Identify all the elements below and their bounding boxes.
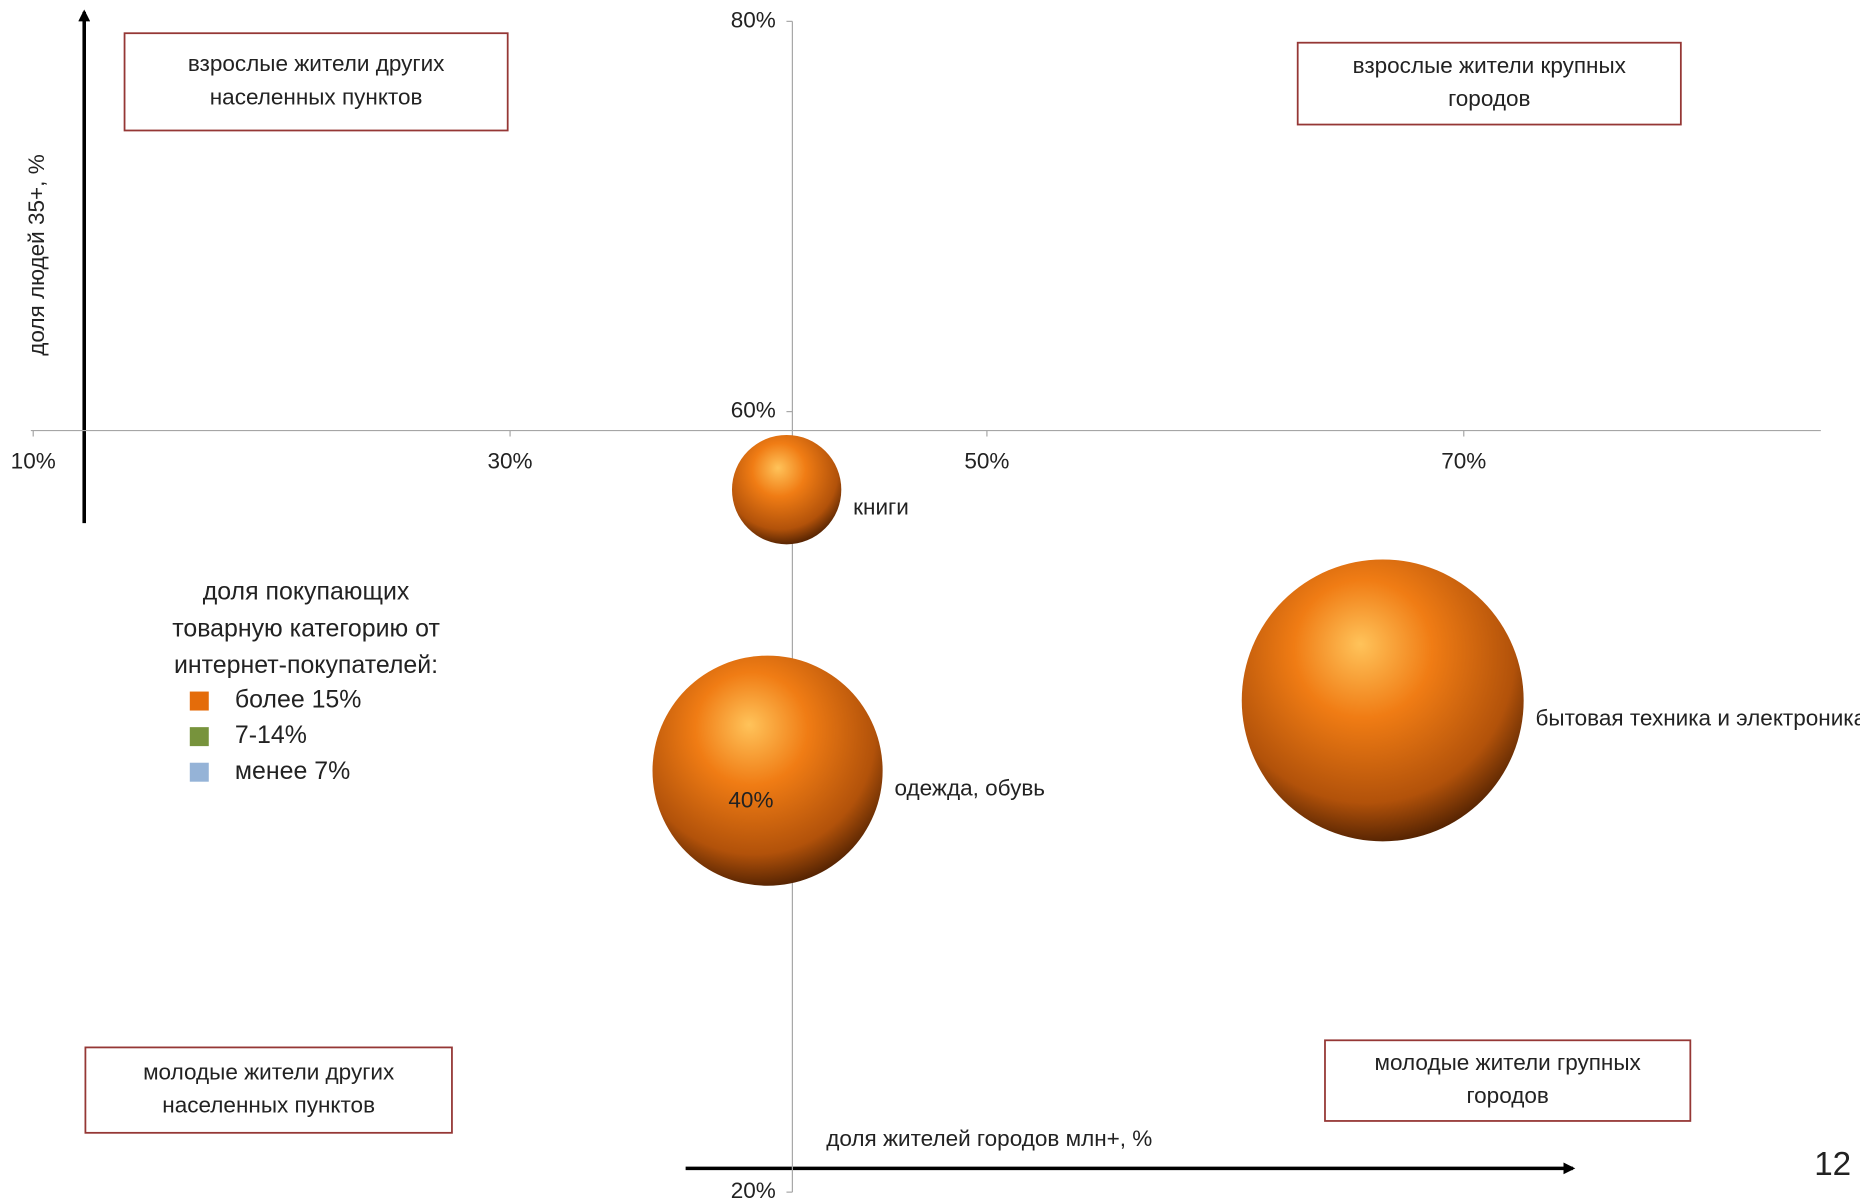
quadrant-label: городов: [1466, 1083, 1548, 1108]
legend-swatch: [189, 691, 209, 711]
bubble: [1241, 559, 1524, 842]
quadrant-label: населенных пунктов: [162, 1093, 375, 1118]
bubble-label: одежда, обувь: [894, 776, 1045, 801]
quadrant-label: городов: [1448, 86, 1530, 111]
bubble-label: книги: [853, 495, 909, 520]
legend-label: менее 7%: [235, 757, 350, 785]
x-tick-label: 30%: [488, 449, 533, 474]
quadrant-box: [123, 32, 509, 132]
legend-title: интернет-покупателей:: [174, 651, 438, 679]
size-label: 40%: [728, 787, 773, 812]
legend-label: 7-14%: [235, 721, 307, 749]
x-tick-label: 50%: [964, 449, 1009, 474]
plot: доля жителей городов млн+, % доля людей …: [11, 7, 1860, 1203]
quadrant-box: [1296, 41, 1682, 126]
bubble-label: бытовая техника и электроника: [1536, 705, 1860, 730]
quadrant-label: взрослые жители других: [188, 51, 445, 76]
legend-swatch: [189, 727, 209, 747]
bubble: [731, 435, 842, 545]
page-number: 12: [1814, 1146, 1851, 1183]
quadrant-box: [84, 1046, 453, 1134]
legend-title: доля покупающих: [203, 578, 410, 606]
x-axis-title: доля жителей городов млн+, %: [826, 1126, 1152, 1151]
legend-swatch: [189, 762, 209, 782]
y-axis-title: доля людей 35+, %: [24, 154, 49, 356]
quadrant-label: молодые жители других: [143, 1059, 395, 1084]
legend-title: товарную категорию от: [172, 614, 440, 642]
quadrant-label: населенных пунктов: [210, 84, 423, 109]
y-tick-label: 20%: [731, 1178, 776, 1203]
legend-label: более 15%: [235, 686, 362, 714]
quadrant-label: взрослые жители крупных: [1353, 53, 1627, 78]
x-tick-label: 10%: [11, 449, 56, 474]
bubble: [652, 655, 883, 886]
quadrant-label: молодые жители групных: [1375, 1050, 1642, 1075]
y-tick-label: 80%: [731, 7, 776, 32]
y-tick-label: 60%: [731, 398, 776, 423]
quadrant-box: [1324, 1039, 1692, 1122]
x-tick-label: 70%: [1441, 449, 1486, 474]
